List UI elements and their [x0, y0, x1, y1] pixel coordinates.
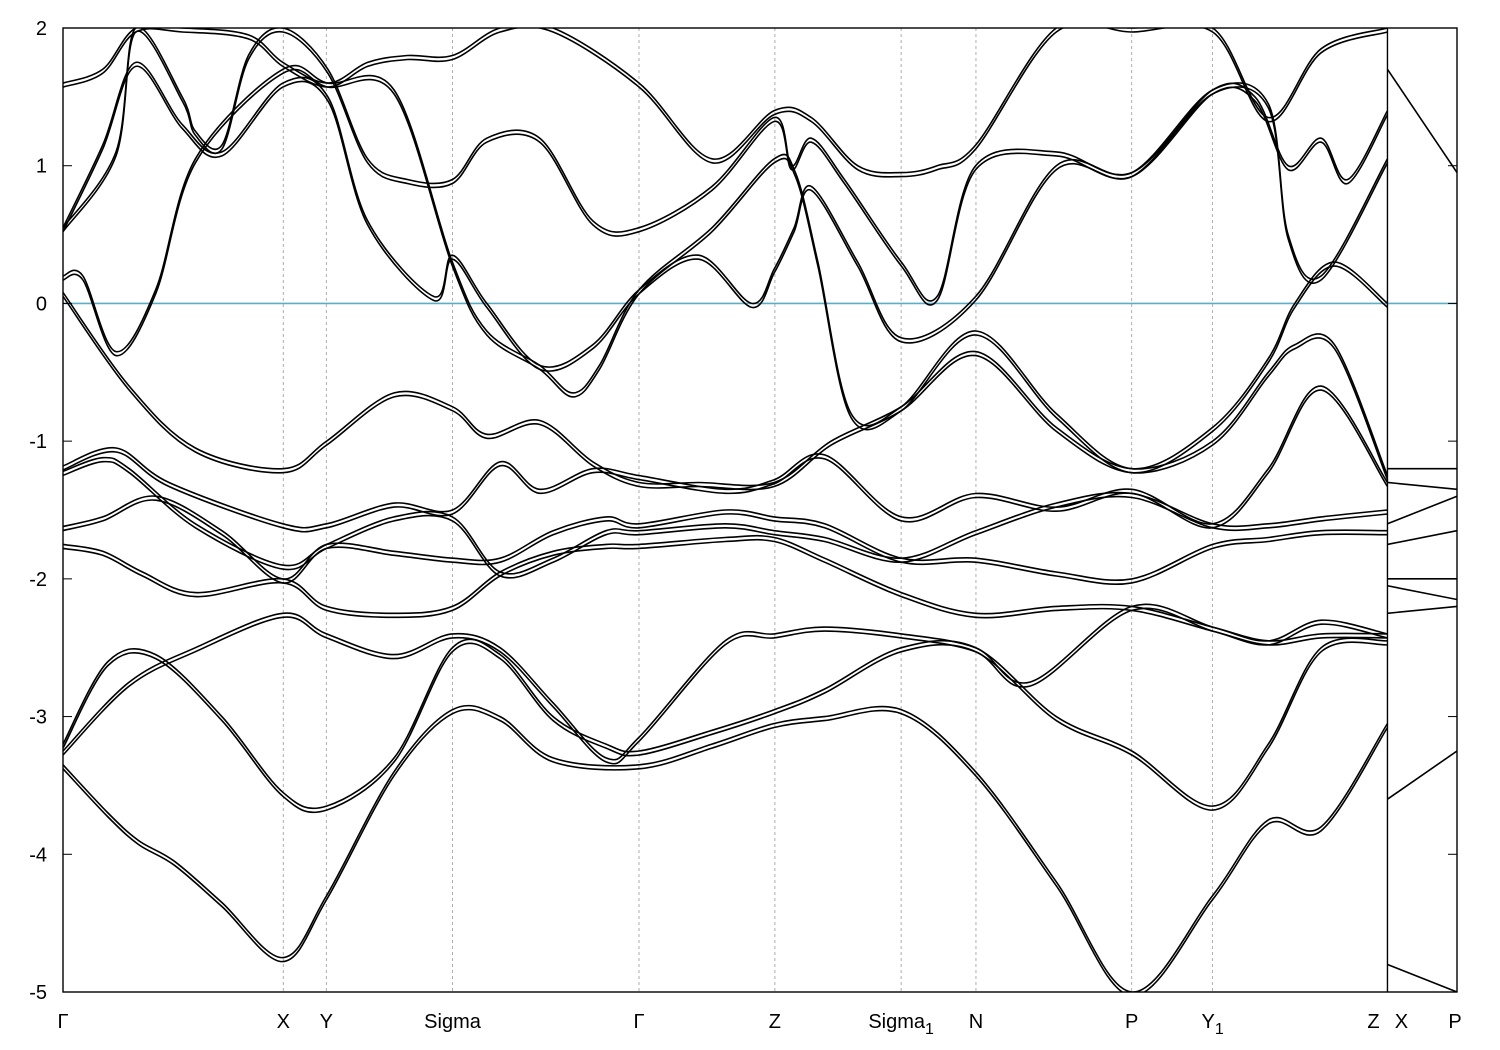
x-tick-label: Y1: [1202, 1011, 1224, 1038]
x-tick-subscript: 1: [1215, 1021, 1224, 1038]
band-line-split: [63, 460, 1388, 579]
band-line: [63, 456, 1388, 575]
band-line-split: [63, 28, 1388, 178]
band-line: [63, 495, 1388, 582]
y-tick-label: 1: [36, 156, 47, 178]
x-tick-label: P: [1448, 1011, 1461, 1033]
band-line-split: [63, 68, 1389, 474]
band-line: [63, 603, 1388, 761]
x-tick-label: X: [1395, 1011, 1408, 1033]
band-line-split: [63, 295, 1389, 491]
band-line: [63, 61, 1389, 368]
x-tick-label: Γ: [634, 1011, 645, 1033]
x-tick-label: Z: [769, 1011, 781, 1033]
y-tick-label: 2: [36, 18, 47, 40]
band-line-split: [63, 538, 1388, 646]
band-line: [1387, 963, 1457, 992]
band-line: [63, 637, 1388, 810]
band-line: [63, 64, 1389, 470]
x-tick-label: Sigma1: [868, 1011, 934, 1038]
y-tick-label: 0: [36, 293, 47, 315]
band-line-split: [63, 389, 1389, 533]
x-tick-label: Y: [320, 1011, 333, 1033]
band-line-split: [63, 641, 1388, 814]
x-tick-label: X: [277, 1011, 290, 1033]
band-line: [1387, 481, 1457, 491]
band-line-split: [63, 65, 1389, 372]
band-line-split: [63, 607, 1388, 765]
band-line: [1387, 584, 1457, 601]
x-tick-subscript: 1: [925, 1021, 934, 1038]
y-tick-label: -4: [29, 844, 47, 866]
y-tick-label: -1: [29, 431, 47, 453]
band-line: [63, 28, 1388, 174]
y-tick-label: -5: [29, 982, 47, 1004]
band-line: [1387, 750, 1457, 800]
x-tick-label: Sigma: [424, 1011, 482, 1033]
band-line: [63, 385, 1389, 529]
band-line: [63, 291, 1389, 487]
plot-frame: [62, 27, 1458, 993]
band-line-split: [63, 708, 1389, 992]
band-line: [63, 534, 1388, 642]
band-line: [63, 704, 1389, 992]
y-axis-ticks: 2 1 0 -1 -2 -3 -4 -5: [29, 18, 1457, 1004]
x-tick-label: N: [969, 1011, 983, 1033]
x-tick-label: Γ: [57, 1011, 68, 1033]
band-line-split: [63, 30, 1389, 306]
band-lines: [63, 28, 1457, 992]
band-line: [1387, 495, 1457, 525]
band-line-split: [63, 499, 1388, 586]
x-axis-ticks: Γ X Y Sigma Γ Z Sigma1 N P Y1 Z X P: [57, 1011, 1461, 1038]
band-line: [1386, 68, 1457, 174]
x-tick-label: Z: [1367, 1011, 1379, 1033]
band-line: [63, 28, 1389, 302]
high-symmetry-lines: [282, 28, 1388, 992]
band-line: [1387, 605, 1457, 615]
x-tick-label: P: [1125, 1011, 1138, 1033]
y-tick-label: -2: [29, 569, 47, 591]
y-tick-label: -3: [29, 707, 47, 729]
band-line: [1387, 529, 1457, 546]
